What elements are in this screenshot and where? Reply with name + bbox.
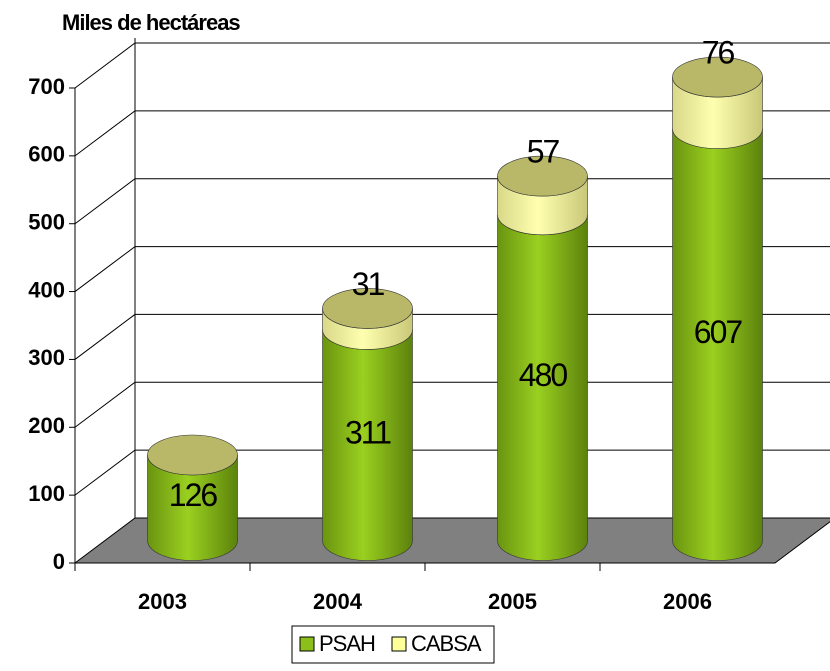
data-label: 311 [345, 414, 391, 450]
cylinder-top [322, 288, 413, 329]
grid-line [74, 313, 830, 360]
cylinder-top [147, 434, 238, 476]
legend-label: PSAH [319, 631, 375, 656]
y-tick-label: 500 [28, 210, 65, 235]
grid-line [74, 42, 830, 89]
y-tick-label: 300 [28, 345, 65, 370]
grid-line [74, 246, 830, 292]
data-label: 480 [519, 357, 568, 393]
axis-title: Miles de hectáreas [62, 10, 240, 35]
floor [73, 517, 830, 564]
y-tick-label: 600 [28, 142, 65, 167]
legend-label: CABSA [411, 631, 482, 656]
y-tick-label: 100 [28, 481, 65, 506]
x-tick-label: 2006 [663, 589, 712, 614]
y-tick-label: 400 [28, 277, 65, 302]
y-tick-label: 700 [28, 74, 65, 99]
x-tick-label: 2003 [138, 589, 187, 614]
data-label: 126 [169, 477, 218, 513]
legend-swatch [391, 636, 407, 652]
y-tick-label: 0 [53, 549, 65, 574]
y-tick-label: 200 [28, 413, 65, 438]
x-tick-label: 2005 [488, 589, 537, 614]
x-tick-label: 2004 [313, 589, 363, 614]
legend-swatch [299, 636, 315, 652]
grid-line [74, 381, 830, 428]
data-label: 607 [694, 314, 743, 350]
cylinder-top [672, 56, 763, 98]
data-label: 57 [527, 134, 560, 170]
grid-line [74, 110, 830, 157]
grid-line [74, 449, 830, 496]
grid-line [74, 178, 830, 225]
data-label: 76 [702, 34, 735, 70]
data-label: 31 [352, 266, 385, 302]
cylinder-top [497, 155, 588, 197]
